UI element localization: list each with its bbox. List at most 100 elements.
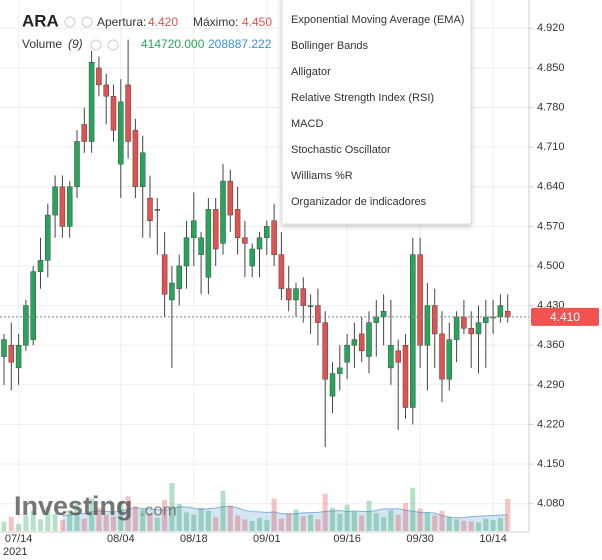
candle-body (147, 197, 153, 221)
candle-body (402, 344, 409, 408)
menu-item[interactable]: Williams %R (291, 170, 353, 182)
y-tick-label: 4.920 (537, 22, 565, 34)
volume-bar (454, 519, 460, 531)
volume-bar (125, 496, 131, 531)
header: ARA Apertura: 4.420 Máximo: 4.450 Volume… (22, 11, 272, 51)
candle-body (88, 62, 95, 142)
volume-bar (293, 509, 299, 531)
volume-bar (111, 516, 116, 531)
year-label: 2021 (3, 546, 27, 558)
menu-item[interactable]: Alligator (291, 66, 331, 78)
candle-body (132, 129, 139, 188)
volume-bar (381, 517, 387, 531)
candle-body (45, 214, 51, 261)
candle-body (307, 305, 314, 307)
open-label: Apertura: (97, 15, 146, 29)
volume-bar (1, 521, 7, 531)
gear-icon[interactable] (107, 39, 119, 51)
menu-item[interactable]: Exponential Moving Average (EMA) (291, 14, 464, 26)
candle-body (300, 288, 307, 306)
gear-icon[interactable] (81, 16, 93, 28)
y-tick-label: 4.780 (537, 101, 565, 113)
volume-bar (176, 503, 182, 531)
high-label: Máximo: (193, 15, 238, 29)
volume-bar (242, 519, 248, 531)
candle-body (373, 316, 380, 323)
volume-bar (8, 517, 14, 531)
y-tick-label: 4.220 (537, 418, 565, 430)
high-value: 4.450 (242, 15, 272, 29)
x-tick-label: 08/18 (180, 533, 208, 545)
y-tick-label: 4.150 (537, 458, 565, 470)
volume-period: (9) (68, 37, 83, 51)
volume-bar (286, 513, 292, 531)
volume-bar (257, 517, 262, 531)
volume-bar (81, 518, 87, 531)
eye-icon[interactable] (90, 39, 102, 51)
eye-icon[interactable] (64, 16, 76, 28)
candle-body (278, 254, 285, 289)
x-tick-label: 09/30 (406, 533, 434, 545)
candle-body (8, 344, 15, 363)
menu-item[interactable]: Stochastic Oscillator (291, 144, 391, 156)
candle-body (234, 209, 241, 238)
candle-body (249, 248, 255, 267)
candle-body (366, 322, 372, 357)
volume-bar (96, 507, 102, 531)
candle-body (191, 220, 197, 238)
volume-ma-line (62, 505, 508, 519)
candle-body (329, 373, 336, 397)
volume-bar (505, 498, 511, 531)
candle-body (351, 339, 358, 346)
volume-bar (417, 508, 423, 531)
open-value: 4.420 (148, 15, 178, 29)
volume-bar (213, 517, 219, 531)
candle-body (395, 350, 401, 363)
candle-body (461, 316, 467, 329)
candle-body (37, 260, 44, 272)
volume-bar (249, 520, 255, 531)
y-tick-label: 4.640 (537, 181, 565, 193)
volume-bar (439, 510, 445, 531)
volume-bar (483, 518, 489, 531)
candle-body (110, 95, 117, 131)
menu-panel (281, 0, 472, 225)
candle-body (183, 237, 190, 267)
plot (0, 0, 529, 532)
brand-suffix: .com (140, 500, 177, 519)
menu-item[interactable]: Organizador de indicadores (291, 196, 427, 208)
volume-bar (264, 520, 270, 531)
volume-bar (403, 503, 408, 531)
menu-item[interactable]: Bollinger Bands (291, 40, 369, 52)
menu-item[interactable]: Relative Strength Index (RSI) (291, 92, 434, 104)
volume-bar (395, 514, 401, 531)
volume-bar (410, 487, 416, 531)
x-tick-label: 08/04 (107, 533, 135, 545)
volume-bar (227, 505, 233, 531)
symbol: ARA (22, 11, 59, 30)
volume-bar (118, 501, 124, 531)
y-tick-label: 4.360 (537, 339, 565, 351)
volume-label: Volume (22, 37, 62, 51)
volume-bar (235, 515, 241, 531)
volume-bar (351, 511, 357, 531)
volume-bar (198, 507, 204, 531)
candle-body (227, 180, 234, 216)
volume-bar (220, 490, 226, 531)
candle-body (23, 305, 29, 346)
candle-body (103, 84, 109, 97)
candle-body (154, 209, 161, 211)
candle-body (256, 237, 263, 250)
candle-body (205, 209, 212, 278)
volume-bar (271, 498, 277, 531)
candle-body (322, 322, 328, 380)
candle-body (161, 254, 168, 295)
volume-bar (388, 510, 394, 531)
last-price-tag (531, 307, 599, 326)
volume-bar (132, 506, 138, 531)
menu-item[interactable]: MACD (291, 118, 323, 130)
volume-bar (23, 515, 29, 531)
candle-body (468, 328, 474, 335)
